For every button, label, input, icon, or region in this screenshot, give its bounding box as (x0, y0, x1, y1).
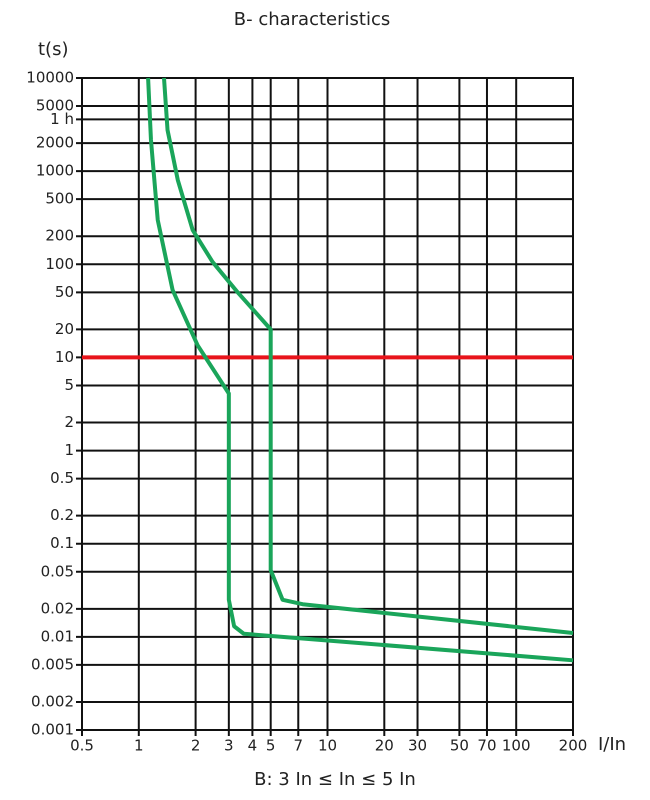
x-tick-label: 20 (375, 737, 394, 755)
y-tick-label: 0.05 (41, 562, 74, 580)
y-tick-label: 50 (55, 283, 74, 301)
y-tick-label: 10 (55, 348, 74, 366)
y-tick-label: 0.01 (41, 627, 74, 645)
y-tick-label: 1 h (50, 110, 74, 128)
y-tick-label: 100 (45, 255, 74, 273)
x-tick-label: 200 (559, 737, 588, 755)
x-tick-label: 100 (502, 737, 531, 755)
y-tick-label: 0.1 (50, 534, 74, 552)
x-tick-label: 1 (134, 737, 144, 755)
x-tick-label: 5 (266, 737, 276, 755)
y-tick-label: 0.001 (31, 721, 74, 739)
chart-title: B- characteristics (234, 9, 390, 30)
y-tick-label: 500 (45, 190, 74, 208)
y-tick-label: 10000 (26, 69, 74, 87)
x-tick-label: 3 (224, 737, 234, 755)
x-tick-label: 7 (293, 737, 303, 755)
y-tick-label: 5000 (36, 97, 74, 115)
x-tick-label: 4 (248, 737, 258, 755)
x-tick-label: 10 (318, 737, 337, 755)
y-tick-label: 1000 (36, 162, 74, 180)
y-tick-label: 0.002 (31, 692, 74, 710)
x-tick-label: 70 (477, 737, 496, 755)
y-tick-label: 2 (64, 413, 74, 431)
x-tick-label: 30 (408, 737, 427, 755)
plot-border (81, 77, 574, 731)
y-tick-label: 20 (55, 320, 74, 338)
x-tick-label: 2 (191, 737, 201, 755)
chart-subtitle: B: 3 In ≤ In ≤ 5 In (254, 769, 416, 790)
y-tick-label: 0.02 (41, 599, 74, 617)
y-tick-label: 5 (64, 376, 74, 394)
x-tick-label: 0.5 (70, 737, 94, 755)
curve (162, 77, 574, 635)
curve (146, 77, 574, 663)
y-tick-label: 1 (64, 441, 74, 459)
y-tick-label: 0.005 (31, 655, 74, 673)
y-axis-label: t(s) (38, 39, 68, 60)
y-tick-label: 2000 (36, 134, 74, 152)
y-tick-label: 200 (45, 227, 74, 245)
x-axis-label: I/In (598, 734, 626, 755)
x-tick-label: 50 (450, 737, 469, 755)
y-tick-label: 0.2 (50, 506, 74, 524)
y-tick-label: 0.5 (50, 469, 74, 487)
